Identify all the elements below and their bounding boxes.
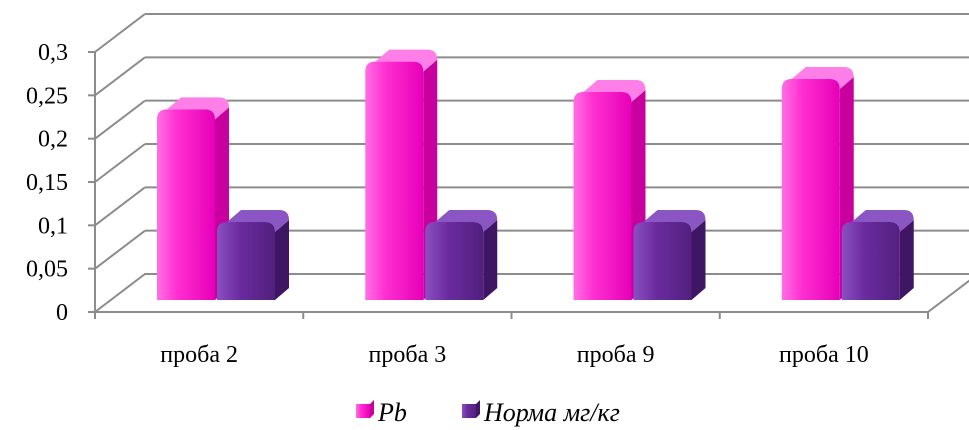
y-axis-tick-labels: 0 0,05 0,1 0,15 0,2 0,25 0,3 [26, 40, 68, 326]
legend: Pb Норма мг/кг [356, 398, 620, 427]
axes [88, 51, 929, 319]
gridline-side [94, 99, 146, 140]
bar-side-face [275, 220, 289, 300]
y-tick-label: 0,15 [26, 170, 68, 196]
legend-label: Pb [377, 398, 407, 427]
bar-top-face [851, 210, 914, 232]
bar-pb [781, 67, 854, 300]
legend-item: Pb [356, 398, 407, 427]
y-tick-label: 0,2 [38, 127, 68, 153]
bar-top-face [435, 210, 498, 232]
bar-front-face [841, 222, 900, 300]
gridline-side [94, 143, 146, 183]
bar-front-face [425, 222, 484, 300]
gridline-side [94, 186, 146, 227]
bar-side-face [483, 220, 498, 300]
bar-norm [841, 210, 914, 300]
bar-front-face [217, 222, 275, 300]
legend-swatch [462, 404, 476, 418]
gridline-side [94, 13, 146, 53]
bar-side-face [899, 220, 914, 300]
y-tick-label: 0,05 [26, 257, 68, 283]
bar-side-face [691, 220, 706, 300]
x-axis-category-labels: проба 2 проба 3 проба 9 проба 10 [160, 342, 868, 368]
y-tick-label: 0,1 [38, 213, 68, 239]
bars [157, 49, 914, 300]
bar-norm [425, 210, 498, 300]
bar-top-face [583, 80, 646, 102]
bar-front-face [157, 109, 215, 300]
bar-top-face [791, 67, 854, 89]
bar-top-face [227, 210, 289, 232]
x-category-label: проба 2 [160, 342, 238, 368]
legend-swatch-side [476, 400, 480, 418]
bar-top-face [643, 210, 706, 232]
legend-label: Норма мг/кг [483, 398, 620, 427]
legend-swatch [356, 404, 370, 418]
y-tick-label: 0,3 [38, 40, 68, 66]
bar-front-face [365, 61, 424, 300]
bar-top-face [375, 49, 438, 72]
bar-front-face [633, 222, 692, 300]
legend-item: Норма мг/кг [462, 398, 620, 427]
bar-pb [157, 97, 229, 300]
gridline-side [94, 56, 146, 97]
gridline-side [94, 229, 146, 270]
x-category-label: проба 3 [369, 342, 447, 368]
bar-front-face [573, 92, 632, 300]
bar-norm [633, 210, 706, 300]
y-tick-label: 0,25 [26, 83, 68, 109]
bar-front-face [781, 79, 840, 300]
bar-norm [217, 210, 289, 300]
x-category-label: проба 9 [577, 342, 655, 368]
y-tick-label: 0 [56, 300, 68, 326]
bar-top-face [167, 97, 229, 120]
x-category-label: проба 10 [779, 342, 869, 368]
legend-swatch-side [370, 400, 374, 418]
